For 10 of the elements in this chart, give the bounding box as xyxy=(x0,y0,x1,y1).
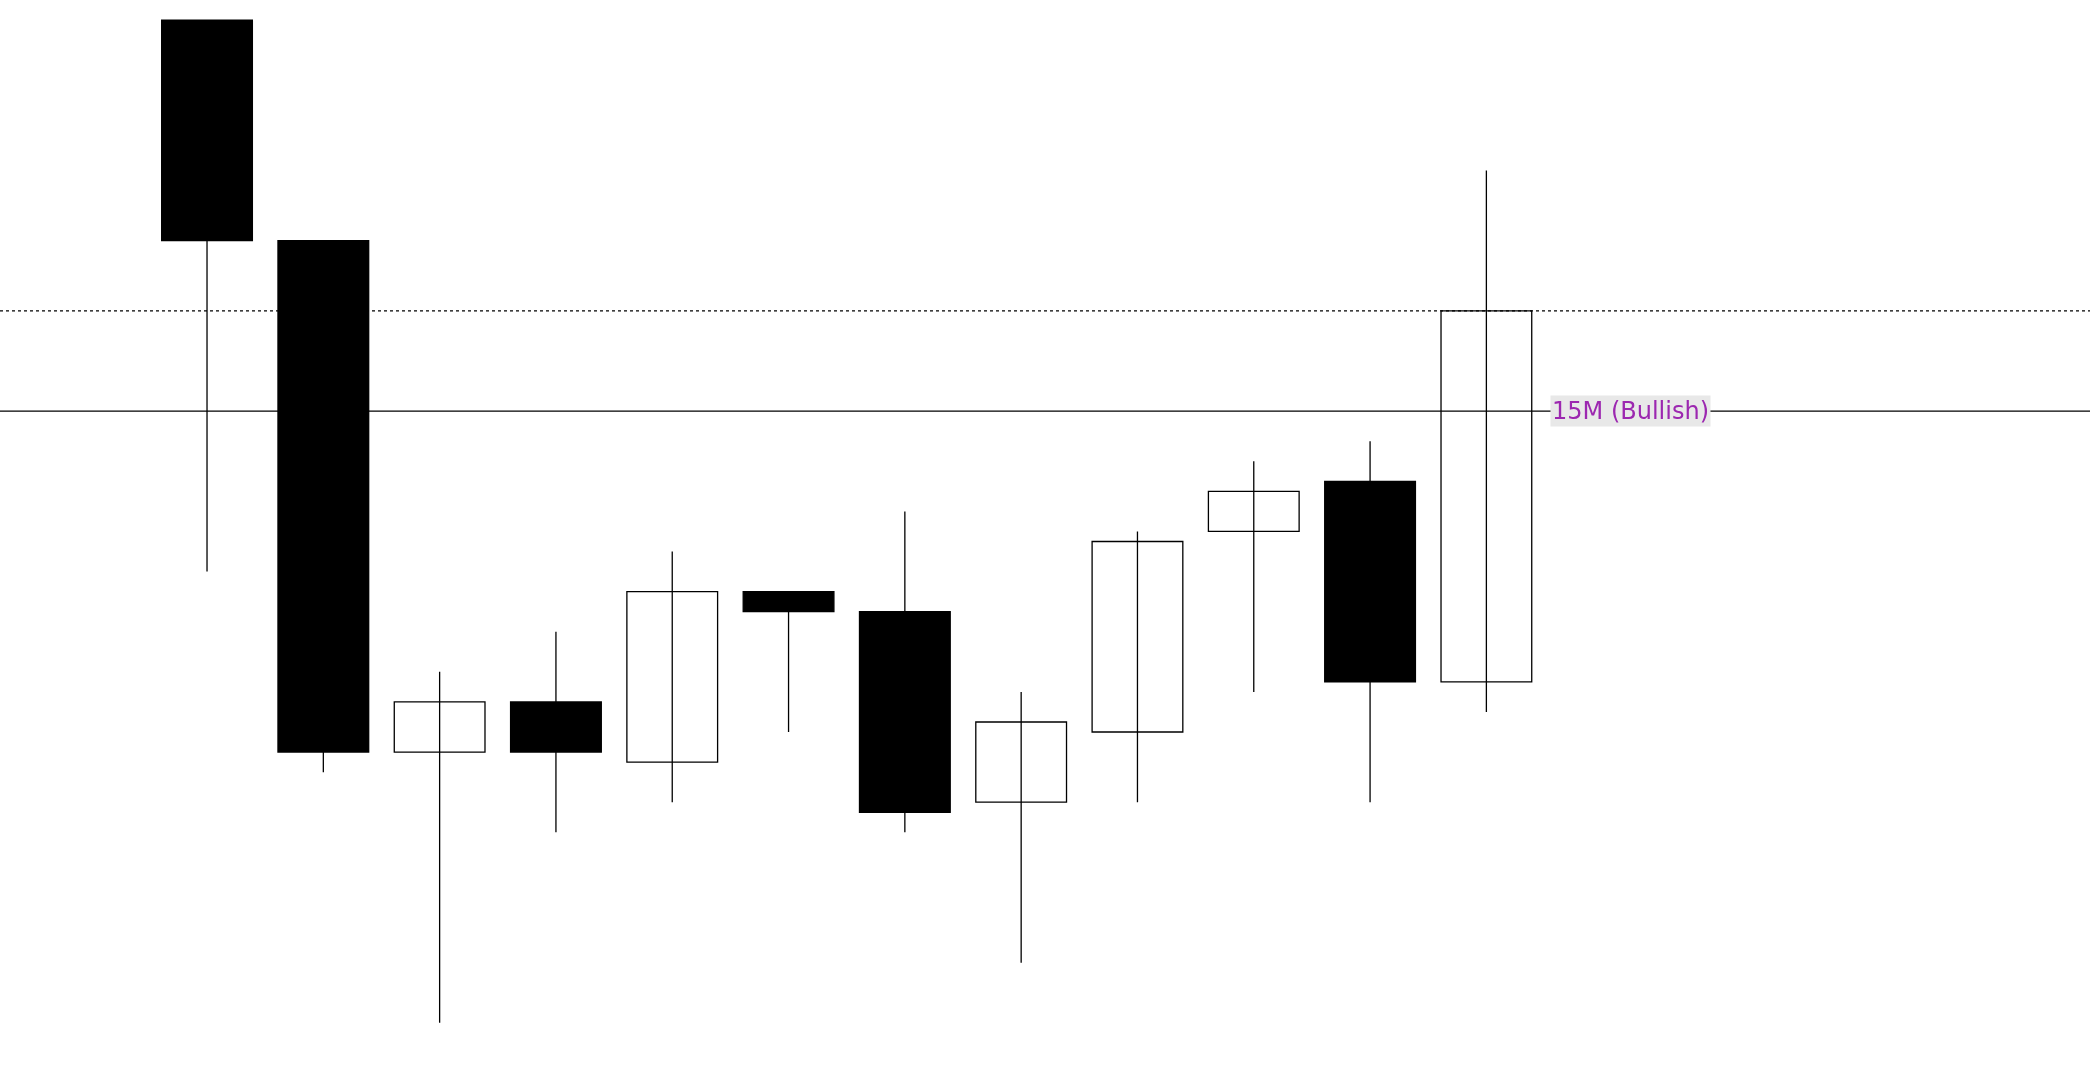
candlestick xyxy=(393,671,486,1024)
candlestick xyxy=(858,510,951,833)
candlestick xyxy=(1324,440,1417,803)
candlestick xyxy=(1207,460,1300,693)
ref-line-label: 15M (Bullish) xyxy=(1552,397,1709,425)
candlestick xyxy=(509,631,602,833)
candlestick xyxy=(975,691,1068,964)
candlestick xyxy=(626,550,719,803)
candlestick xyxy=(742,590,835,733)
candlestick xyxy=(1091,530,1184,803)
